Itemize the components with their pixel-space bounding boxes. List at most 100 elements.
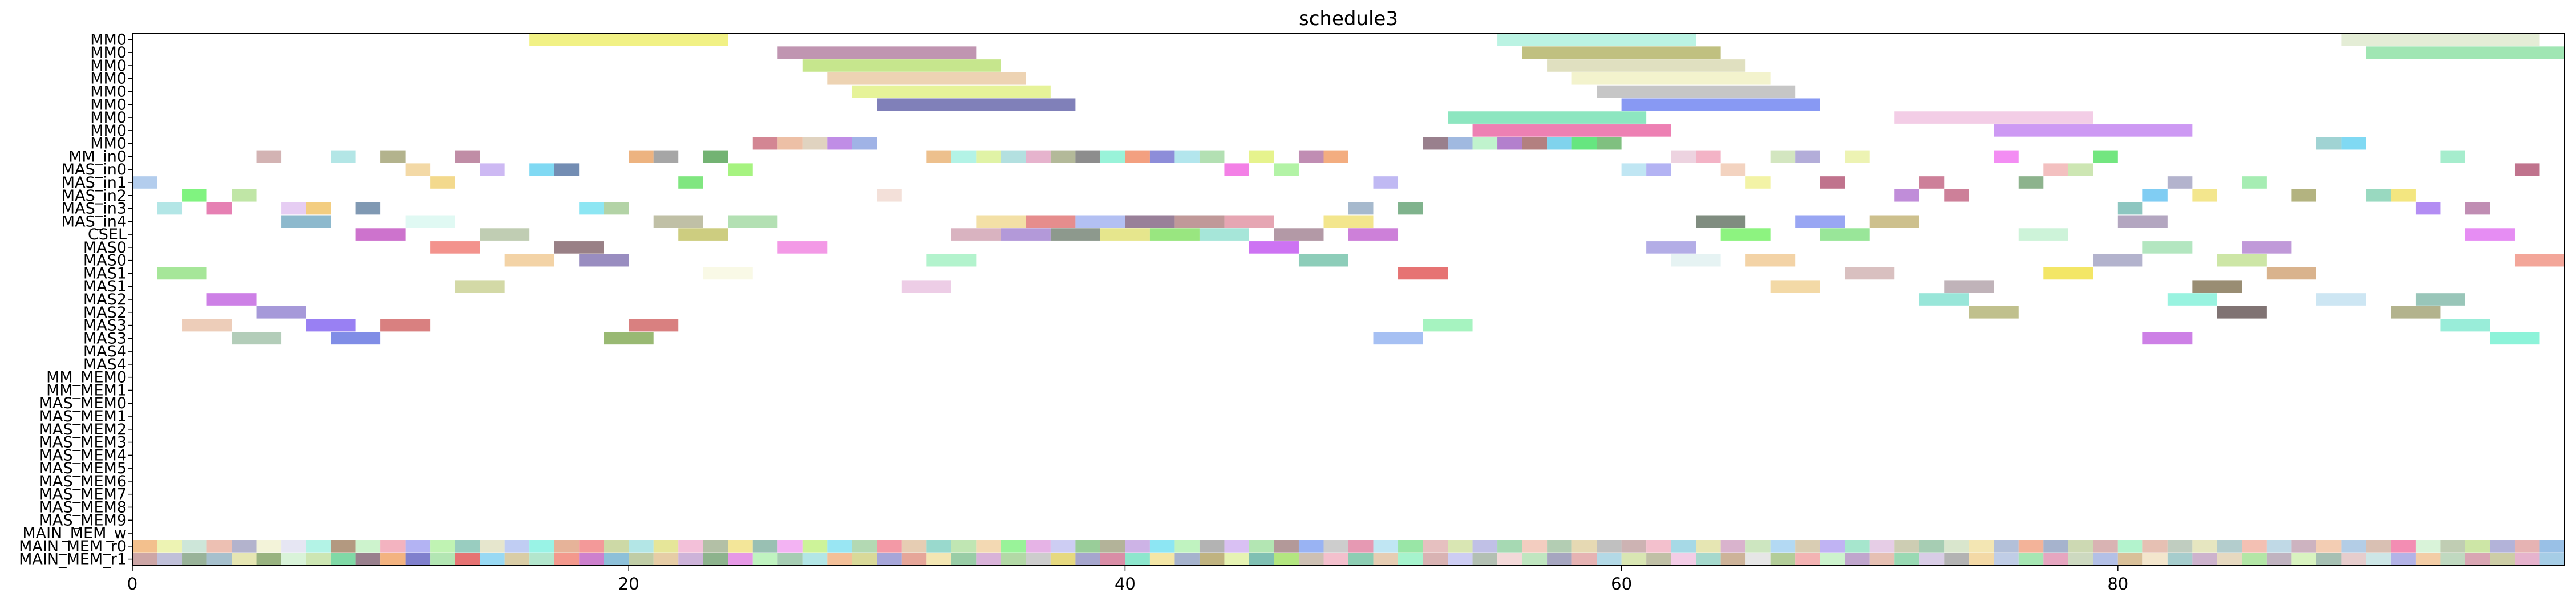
y-tick-label: MAS4 [83, 343, 127, 360]
gantt-bar-mem-r1 [2266, 553, 2292, 566]
gantt-bar [1398, 267, 1448, 280]
gantt-bar-mem-r1 [1423, 553, 1448, 566]
gantt-bar [480, 228, 530, 241]
gantt-bar [1820, 176, 1845, 189]
gantt-bar [132, 176, 157, 189]
y-tick-label: MM0 [90, 122, 127, 140]
gantt-bar-mem-r1 [1820, 553, 1845, 566]
gantt-bar [1497, 33, 1696, 46]
gantt-bar-mem-r1 [256, 553, 282, 566]
gantt-bar [281, 202, 306, 215]
gantt-bar [802, 137, 828, 150]
gantt-bar [1348, 228, 1399, 241]
gantt-bar [529, 163, 554, 176]
gantt-bar [604, 332, 654, 345]
gantt-bar [579, 202, 604, 215]
gantt-bar-mem-r1 [976, 553, 1001, 566]
gantt-bar-mem-r0 [430, 540, 455, 553]
gantt-bar-mem-r1 [1398, 553, 1423, 566]
gantt-bar-mem-r1 [1720, 553, 1746, 566]
gantt-bar [355, 228, 406, 241]
y-tick-label: MAS_MEM5 [39, 460, 127, 477]
gantt-bar-mem-r1 [1522, 553, 1548, 566]
gantt-bar-mem-r0 [504, 540, 530, 553]
gantt-bar [430, 241, 480, 254]
y-tick-label: MM0 [90, 57, 127, 75]
gantt-bar-mem-r1 [1845, 553, 1870, 566]
gantt-bar [2341, 33, 2540, 46]
gantt-bar-mem-r0 [2192, 540, 2217, 553]
plot-frame [132, 33, 2565, 566]
gantt-bar [331, 332, 381, 345]
gantt-bar-mem-r1 [752, 553, 778, 566]
gantt-bar [1770, 150, 1796, 163]
gantt-bar-mem-r1 [951, 553, 977, 566]
gantt-bar-mem-r0 [901, 540, 927, 553]
gantt-bar [1671, 150, 1696, 163]
gantt-bar-mem-r1 [1944, 553, 1969, 566]
gantt-bar-mem-r0 [1597, 540, 1622, 553]
gantt-bar-mem-r0 [1869, 540, 1895, 553]
gantt-bar-mem-r1 [2366, 553, 2391, 566]
y-tick-label: MAS_MEM8 [39, 498, 127, 516]
gantt-bar-mem-r1 [2142, 553, 2168, 566]
gantt-bar [256, 150, 282, 163]
gantt-bar [752, 137, 778, 150]
gantt-bar-mem-r0 [1547, 540, 1572, 553]
y-tick-label: MM0 [90, 96, 127, 113]
gantt-bar-mem-r0 [1149, 540, 1175, 553]
gantt-bar [1745, 176, 1771, 189]
y-tick-label: MM0 [90, 31, 127, 48]
gantt-bar [2391, 189, 2416, 202]
gantt-bar [1100, 228, 1150, 241]
gantt-bar-mem-r0 [1671, 540, 1696, 553]
gantt-bar [2167, 293, 2217, 306]
gantt-bar [852, 85, 1051, 98]
gantt-bar [1522, 137, 1548, 150]
gantt-bar-mem-r1 [629, 553, 654, 566]
gantt-bar-mem-r1 [2018, 553, 2044, 566]
gantt-bar-mem-r1 [1919, 553, 1945, 566]
gantt-bar [2167, 176, 2193, 189]
gantt-bar-mem-r0 [554, 540, 580, 553]
gantt-bar-mem-r0 [678, 540, 703, 553]
gantt-bar-mem-r0 [157, 540, 183, 553]
gantt-bar-mem-r1 [2465, 553, 2490, 566]
gantt-bar-mem-r0 [2465, 540, 2490, 553]
gantt-bar [629, 150, 654, 163]
gantt-bar-mem-r1 [2316, 553, 2342, 566]
gantt-bar-mem-r0 [2167, 540, 2193, 553]
gantt-bar [1522, 46, 1721, 59]
gantt-bar [2142, 241, 2193, 254]
gantt-bar-mem-r1 [2192, 553, 2217, 566]
y-tick-label: MAS0 [83, 239, 127, 257]
gantt-bar [232, 189, 257, 202]
gantt-bar [1224, 215, 1274, 228]
gantt-bar [2514, 254, 2565, 267]
gantt-bar-mem-r1 [2093, 553, 2118, 566]
gantt-bar-mem-r0 [629, 540, 654, 553]
gantt-bar-mem-r0 [1745, 540, 1771, 553]
gantt-bar-mem-r0 [2366, 540, 2391, 553]
gantt-bar [1472, 137, 1498, 150]
gantt-bar-mem-r0 [380, 540, 406, 553]
y-tick-label: MM0 [90, 44, 127, 62]
gantt-bar-mem-r0 [1174, 540, 1200, 553]
gantt-bar [1125, 150, 1150, 163]
gantt-bar [1745, 254, 1796, 267]
gantt-bar-mem-r0 [604, 540, 629, 553]
gantt-bar-mem-r1 [1274, 553, 1299, 566]
gantt-bar-mem-r1 [1125, 553, 1150, 566]
gantt-bar-mem-r0 [355, 540, 381, 553]
gantt-bar [2341, 137, 2366, 150]
y-tick-label: MAS_in3 [62, 200, 127, 218]
x-tick-label: 80 [2107, 574, 2128, 594]
gantt-bar-mem-r1 [604, 553, 629, 566]
gantt-bar [1199, 228, 1249, 241]
gantt-bar-mem-r0 [951, 540, 977, 553]
gantt-bar-mem-r0 [1919, 540, 1945, 553]
gantt-bar [2217, 254, 2267, 267]
x-tick-label: 0 [127, 574, 137, 594]
gantt-bar-mem-r0 [1944, 540, 1969, 553]
gantt-bar [2093, 254, 2143, 267]
